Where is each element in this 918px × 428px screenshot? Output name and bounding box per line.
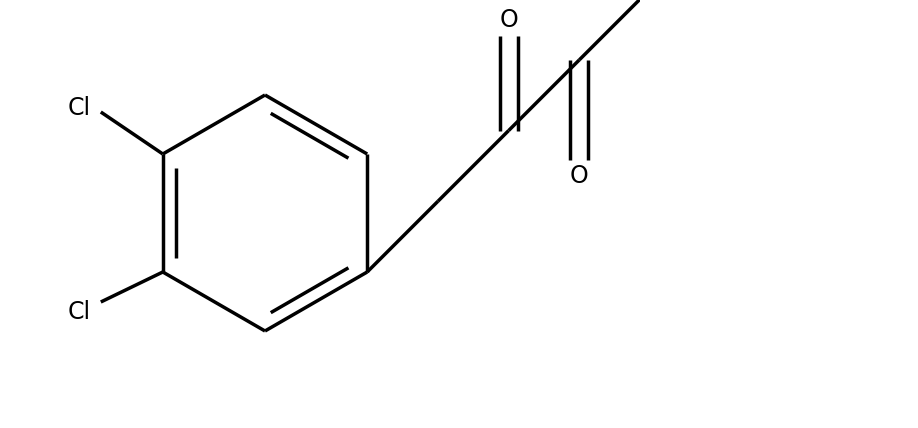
Text: Cl: Cl [67, 96, 90, 120]
Text: Cl: Cl [67, 300, 90, 324]
Text: O: O [499, 8, 518, 32]
Text: O: O [570, 164, 588, 188]
